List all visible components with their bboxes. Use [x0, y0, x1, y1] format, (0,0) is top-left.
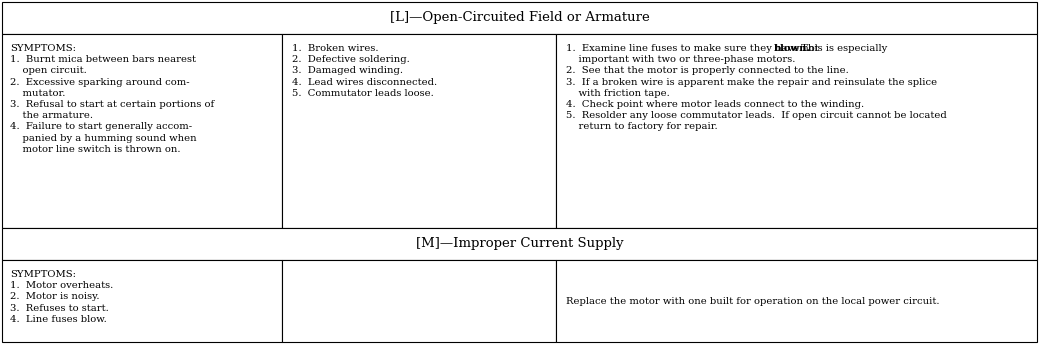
Text: 3.  Damaged winding.: 3. Damaged winding.	[292, 66, 403, 75]
Text: 4.  Line fuses blow.: 4. Line fuses blow.	[10, 315, 107, 324]
Text: 2.  Motor is noisy.: 2. Motor is noisy.	[10, 292, 100, 301]
Bar	[2, 228, 1037, 260]
Bar	[2, 260, 282, 342]
Text: motor line switch is thrown on.: motor line switch is thrown on.	[10, 145, 181, 154]
Text: SYMPTOMS:: SYMPTOMS:	[10, 270, 76, 279]
Text: 4.  Lead wires disconnected.: 4. Lead wires disconnected.	[292, 78, 437, 87]
Text: with friction tape.: with friction tape.	[566, 89, 670, 98]
Text: This is especially: This is especially	[798, 44, 887, 53]
Text: 1.  Broken wires.: 1. Broken wires.	[292, 44, 378, 53]
Text: 1.  Examine line fuses to make sure they have not: 1. Examine line fuses to make sure they …	[566, 44, 822, 53]
Text: 3.  If a broken wire is apparent make the repair and reinsulate the splice: 3. If a broken wire is apparent make the…	[566, 78, 937, 87]
Text: return to factory for repair.: return to factory for repair.	[566, 122, 718, 131]
Bar	[556, 34, 1037, 228]
Text: blown.: blown.	[773, 44, 810, 53]
Text: 2.  See that the motor is properly connected to the line.: 2. See that the motor is properly connec…	[566, 66, 849, 75]
Text: 2.  Defective soldering.: 2. Defective soldering.	[292, 55, 409, 64]
Text: 4.  Failure to start generally accom-: 4. Failure to start generally accom-	[10, 122, 192, 131]
Text: 1.  Motor overheats.: 1. Motor overheats.	[10, 281, 113, 290]
Text: Replace the motor with one built for operation on the local power circuit.: Replace the motor with one built for ope…	[566, 297, 939, 305]
Text: important with two or three-phase motors.: important with two or three-phase motors…	[566, 55, 796, 64]
Bar	[2, 34, 282, 228]
Bar	[556, 260, 1037, 342]
Text: 4.  Check point where motor leads connect to the winding.: 4. Check point where motor leads connect…	[566, 100, 864, 109]
Bar	[282, 260, 556, 342]
Text: 5.  Resolder any loose commutator leads.  If open circuit cannot be located: 5. Resolder any loose commutator leads. …	[566, 111, 947, 120]
Text: 1.  Burnt mica between bars nearest: 1. Burnt mica between bars nearest	[10, 55, 196, 64]
Text: 3.  Refuses to start.: 3. Refuses to start.	[10, 304, 109, 313]
Text: [M]—Improper Current Supply: [M]—Improper Current Supply	[416, 237, 623, 250]
Bar	[2, 2, 1037, 34]
Text: [L]—Open-Circuited Field or Armature: [L]—Open-Circuited Field or Armature	[390, 11, 649, 24]
Text: open circuit.: open circuit.	[10, 66, 86, 75]
Text: the armature.: the armature.	[10, 111, 94, 120]
Bar	[282, 34, 556, 228]
Text: panied by a humming sound when: panied by a humming sound when	[10, 133, 196, 143]
Text: 2.  Excessive sparking around com-: 2. Excessive sparking around com-	[10, 78, 190, 87]
Text: 5.  Commutator leads loose.: 5. Commutator leads loose.	[292, 89, 433, 98]
Text: SYMPTOMS:: SYMPTOMS:	[10, 44, 76, 53]
Text: mutator.: mutator.	[10, 89, 65, 98]
Text: 3.  Refusal to start at certain portions of: 3. Refusal to start at certain portions …	[10, 100, 214, 109]
